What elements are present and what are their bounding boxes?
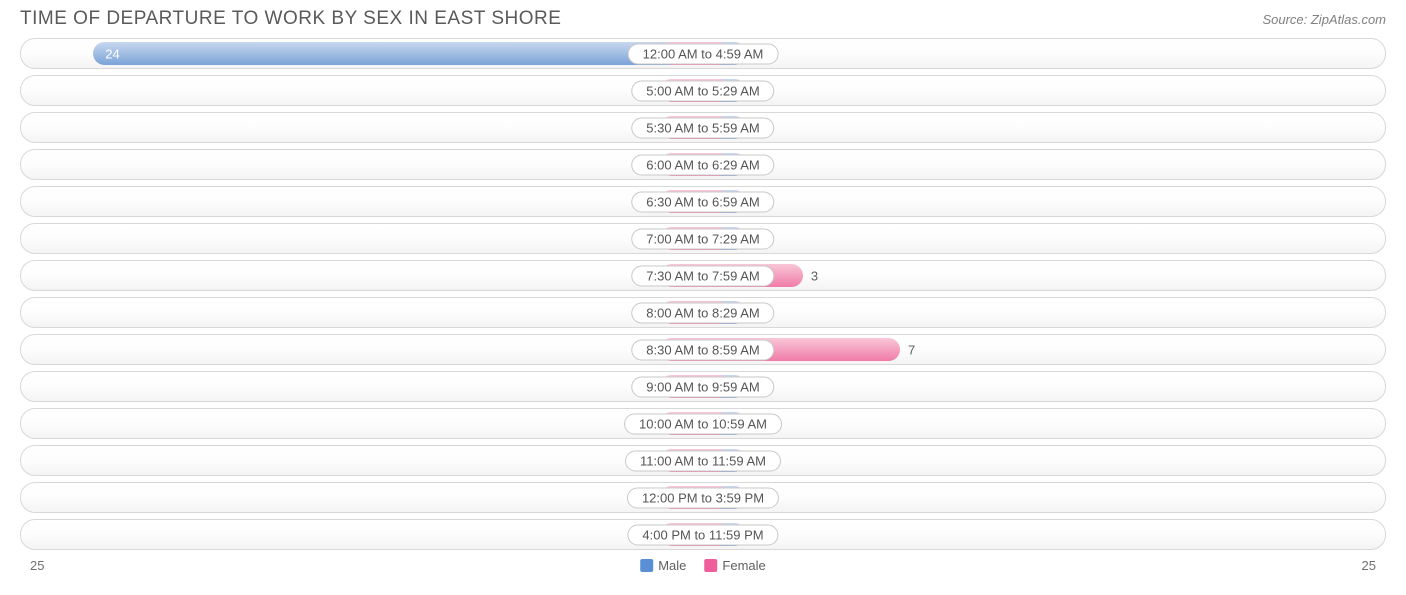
- legend-male-label: Male: [658, 558, 686, 573]
- row-label: 9:00 AM to 9:59 AM: [631, 376, 774, 397]
- legend-female-label: Female: [722, 558, 765, 573]
- row-label: 8:00 AM to 8:29 AM: [631, 302, 774, 323]
- row-label: 6:30 AM to 6:59 AM: [631, 191, 774, 212]
- legend-male: Male: [640, 558, 686, 573]
- chart-row: 005:00 AM to 5:29 AM: [20, 75, 1386, 106]
- chart-row: 009:00 AM to 9:59 AM: [20, 371, 1386, 402]
- row-label: 5:30 AM to 5:59 AM: [631, 117, 774, 138]
- row-label: 12:00 PM to 3:59 PM: [627, 487, 779, 508]
- female-swatch-icon: [704, 559, 717, 572]
- chart-row: 037:30 AM to 7:59 AM: [20, 260, 1386, 291]
- male-swatch-icon: [640, 559, 653, 572]
- row-label: 4:00 PM to 11:59 PM: [627, 524, 778, 545]
- chart-row: 24012:00 AM to 4:59 AM: [20, 38, 1386, 69]
- row-label: 12:00 AM to 4:59 AM: [628, 43, 779, 64]
- row-label: 5:00 AM to 5:29 AM: [631, 80, 774, 101]
- chart-row: 008:00 AM to 8:29 AM: [20, 297, 1386, 328]
- axis-right-max: 25: [1362, 558, 1376, 573]
- chart-row: 0011:00 AM to 11:59 AM: [20, 445, 1386, 476]
- chart-row: 007:00 AM to 7:29 AM: [20, 223, 1386, 254]
- chart-row: 006:30 AM to 6:59 AM: [20, 186, 1386, 217]
- axis-left-max: 25: [30, 558, 44, 573]
- chart-legend: Male Female: [640, 558, 766, 573]
- legend-female: Female: [704, 558, 765, 573]
- chart-area: 24012:00 AM to 4:59 AM 005:00 AM to 5:29 …: [0, 34, 1406, 550]
- row-label: 7:30 AM to 7:59 AM: [631, 265, 774, 286]
- male-value: 24: [105, 46, 119, 61]
- chart-row: 078:30 AM to 8:59 AM: [20, 334, 1386, 365]
- female-value: 7: [908, 342, 915, 357]
- row-label: 8:30 AM to 8:59 AM: [631, 339, 774, 360]
- row-label: 11:00 AM to 11:59 AM: [625, 450, 781, 471]
- female-value: 3: [811, 268, 818, 283]
- row-label: 10:00 AM to 10:59 AM: [624, 413, 782, 434]
- chart-row: 0012:00 PM to 3:59 PM: [20, 482, 1386, 513]
- chart-row: 006:00 AM to 6:29 AM: [20, 149, 1386, 180]
- chart-source: Source: ZipAtlas.com: [1262, 12, 1386, 27]
- chart-row: 005:30 AM to 5:59 AM: [20, 112, 1386, 143]
- row-label: 7:00 AM to 7:29 AM: [631, 228, 774, 249]
- chart-row: 0010:00 AM to 10:59 AM: [20, 408, 1386, 439]
- chart-title: TIME OF DEPARTURE TO WORK BY SEX IN EAST…: [20, 8, 561, 30]
- chart-row: 004:00 PM to 11:59 PM: [20, 519, 1386, 550]
- row-label: 6:00 AM to 6:29 AM: [631, 154, 774, 175]
